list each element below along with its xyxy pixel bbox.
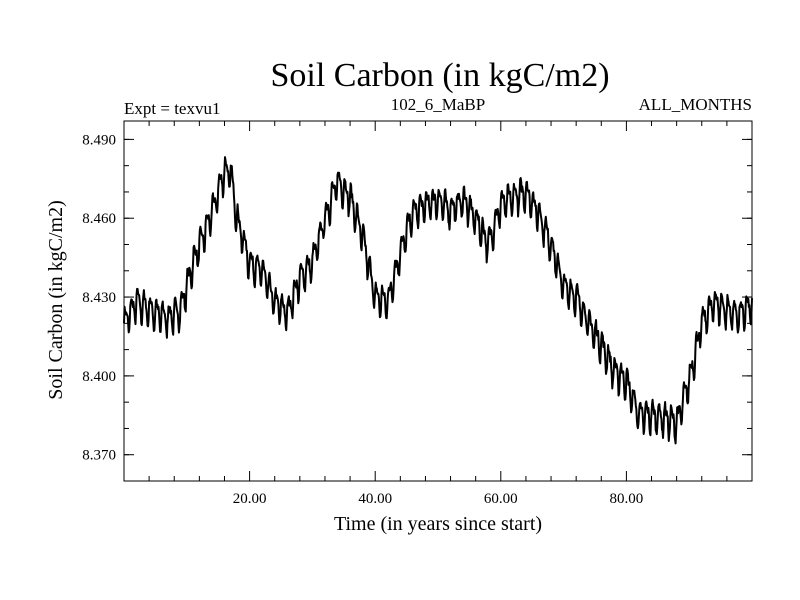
- soil-carbon-series-line: [123, 156, 753, 445]
- x-tick-label: 20.00: [233, 491, 267, 507]
- y-tick-label: 8.490: [82, 132, 116, 148]
- months-label: ALL_MONTHS: [639, 95, 752, 114]
- x-axis-ticks: 20.00 40.00 60.00 80.00: [148, 121, 728, 507]
- y-tick-label: 8.370: [82, 448, 116, 464]
- x-tick-label: 60.00: [484, 491, 518, 507]
- experiment-label: Expt = texvu1: [124, 99, 220, 118]
- y-tick-label: 8.430: [82, 290, 116, 306]
- chart-title: Soil Carbon (in kgC/m2): [270, 57, 609, 94]
- x-tick-label: 40.00: [358, 491, 392, 507]
- y-tick-label: 8.460: [82, 211, 116, 227]
- y-tick-label: 8.400: [82, 369, 116, 385]
- x-axis-label: Time (in years since start): [334, 513, 542, 535]
- y-axis-ticks: 8.370 8.400 8.430 8.460 8.490: [82, 132, 752, 482]
- x-tick-label: 80.00: [610, 491, 644, 507]
- period-label: 102_6_MaBP: [391, 95, 485, 114]
- y-axis-label: Soil Carbon (in kgC/m2): [45, 200, 67, 399]
